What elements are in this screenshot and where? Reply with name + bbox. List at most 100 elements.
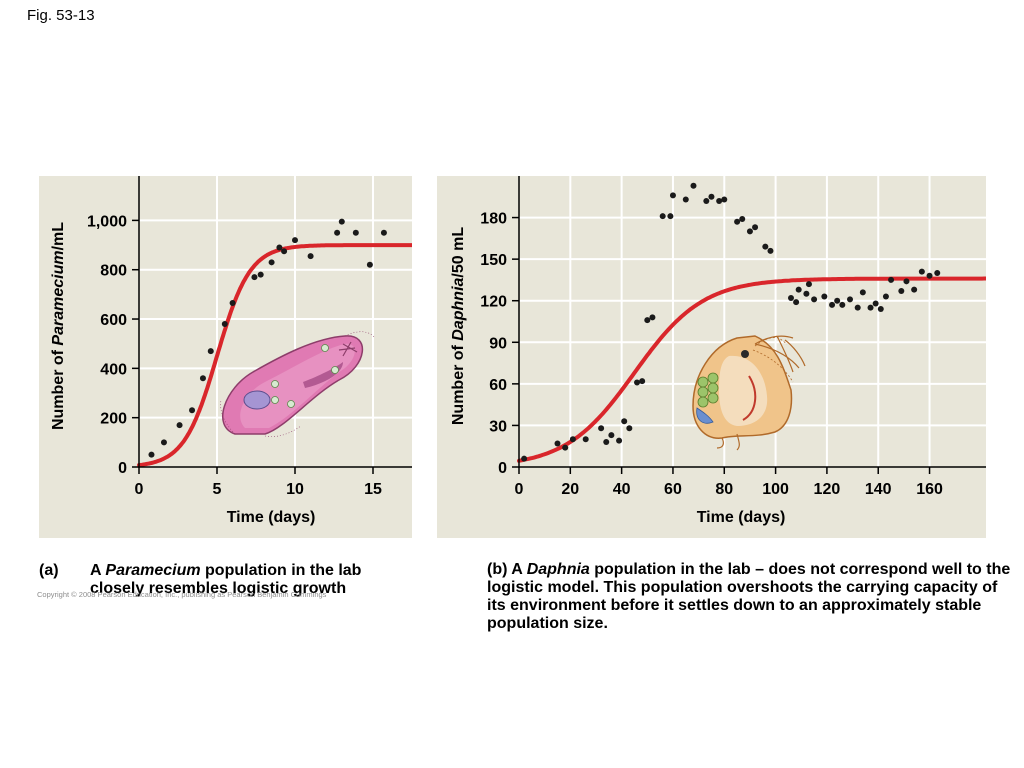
data-point: [659, 213, 666, 220]
data-point: [752, 224, 759, 231]
data-point: [703, 197, 710, 204]
x-tick-label: 10: [286, 481, 304, 498]
x-axis-label: Time (days): [227, 509, 316, 526]
data-point: [708, 193, 715, 200]
axes: [512, 176, 986, 474]
data-point: [854, 304, 861, 311]
x-tick-label: 5: [213, 481, 222, 498]
y-tick-label: 1,000: [87, 213, 127, 230]
logistic-curve: [517, 276, 986, 463]
y-tick-label: 150: [480, 252, 507, 269]
data-point: [903, 278, 910, 285]
data-point: [229, 300, 236, 307]
logistic-curve-layer: [517, 276, 986, 463]
data-point: [847, 296, 854, 303]
caption-a: A Paramecium population in the lab close…: [90, 562, 362, 597]
data-point: [207, 348, 214, 355]
data-point: [787, 294, 794, 301]
y-tick-label: 30: [489, 418, 507, 435]
data-point: [667, 213, 674, 220]
x-tick-label: 0: [515, 481, 524, 498]
data-point: [626, 425, 633, 432]
daphnia-chart: 0 30 60 90 120 150 180 0 20 40 60 80 100 120 140 160 Ti…: [437, 176, 986, 538]
data-point: [603, 439, 610, 446]
data-point: [877, 306, 884, 313]
paramecium-chart-panel: 0 200 400 600 800 1,000 0 5 10 15 Time (days) Num…: [39, 176, 412, 538]
data-point: [268, 259, 275, 266]
data-point: [682, 196, 689, 203]
data-point: [276, 244, 283, 251]
data-point: [834, 297, 841, 304]
data-point: [292, 237, 298, 244]
data-point: [734, 218, 741, 225]
caption-b: (b) A Daphnia population in the lab – do…: [487, 561, 1011, 632]
y-tick-label: 90: [489, 335, 507, 352]
data-point: [380, 229, 387, 236]
x-tick-label: 15: [364, 481, 382, 498]
y-tick-label: 600: [100, 312, 127, 329]
y-axis-label: Number of Paramecium/mL: [50, 222, 67, 430]
x-tick-label: 100: [762, 481, 789, 498]
y-tick-label: 60: [489, 377, 507, 394]
data-points: [148, 218, 387, 458]
y-tick-label: 180: [480, 211, 507, 228]
paramecium-illustration: [220, 331, 376, 437]
tick-labels: 0 200 400 600 800 1,000 0 5 10 15: [87, 213, 382, 498]
data-point: [621, 418, 628, 425]
y-axis-label: Number of Daphnia/50 mL: [450, 227, 467, 425]
data-point: [882, 293, 889, 300]
data-point: [338, 218, 345, 225]
data-point: [811, 296, 818, 303]
x-tick-label: 20: [561, 481, 579, 498]
data-point: [795, 286, 802, 293]
data-point: [829, 301, 836, 308]
data-point: [616, 437, 623, 444]
data-point: [160, 439, 167, 446]
tick-labels: 0 30 60 90 120 150 180 0 20 40 60 80 100 120 140 160: [480, 211, 943, 498]
data-point: [199, 375, 206, 382]
x-tick-label: 80: [715, 481, 733, 498]
x-tick-label: 40: [613, 481, 631, 498]
data-point: [926, 272, 933, 279]
data-point: [176, 422, 183, 429]
y-tick-label: 200: [100, 411, 127, 428]
data-point: [582, 436, 589, 443]
data-point: [521, 455, 528, 462]
daphnia-chart-panel: 0 30 60 90 120 150 180 0 20 40 60 80 100 120 140 160 Ti…: [437, 176, 986, 538]
data-point: [867, 304, 874, 311]
data-point: [934, 270, 941, 276]
x-tick-label: 60: [664, 481, 682, 498]
logistic-curve: [137, 243, 412, 468]
y-tick-label: 800: [100, 263, 127, 280]
figure-label: Fig. 53-13: [27, 7, 95, 24]
x-axis-label: Time (days): [697, 509, 786, 526]
data-point: [898, 288, 905, 295]
data-point: [918, 268, 925, 275]
x-tick-label: 140: [865, 481, 892, 498]
data-point: [911, 286, 918, 293]
data-point: [554, 440, 561, 447]
axes: [132, 176, 412, 474]
data-point: [366, 261, 373, 268]
data-point: [805, 281, 812, 288]
data-point: [608, 432, 615, 439]
data-point: [721, 196, 728, 203]
x-tick-label: 0: [135, 481, 144, 498]
x-tick-label: 160: [916, 481, 943, 498]
x-tick-label: 120: [814, 481, 841, 498]
data-point: [644, 317, 651, 324]
daphnia-illustration: [692, 335, 806, 451]
data-point: [669, 192, 676, 199]
data-point: [762, 243, 769, 250]
paramecium-chart: 0 200 400 600 800 1,000 0 5 10 15 Time (days) Num…: [39, 176, 412, 538]
data-point: [746, 228, 753, 235]
data-point: [251, 274, 258, 281]
data-point: [634, 379, 641, 386]
data-point: [569, 436, 576, 443]
data-point: [859, 289, 866, 296]
y-tick-label: 120: [480, 294, 507, 311]
data-point: [888, 276, 895, 283]
data-point: [690, 182, 697, 189]
data-point: [352, 229, 359, 236]
data-point: [839, 301, 846, 308]
